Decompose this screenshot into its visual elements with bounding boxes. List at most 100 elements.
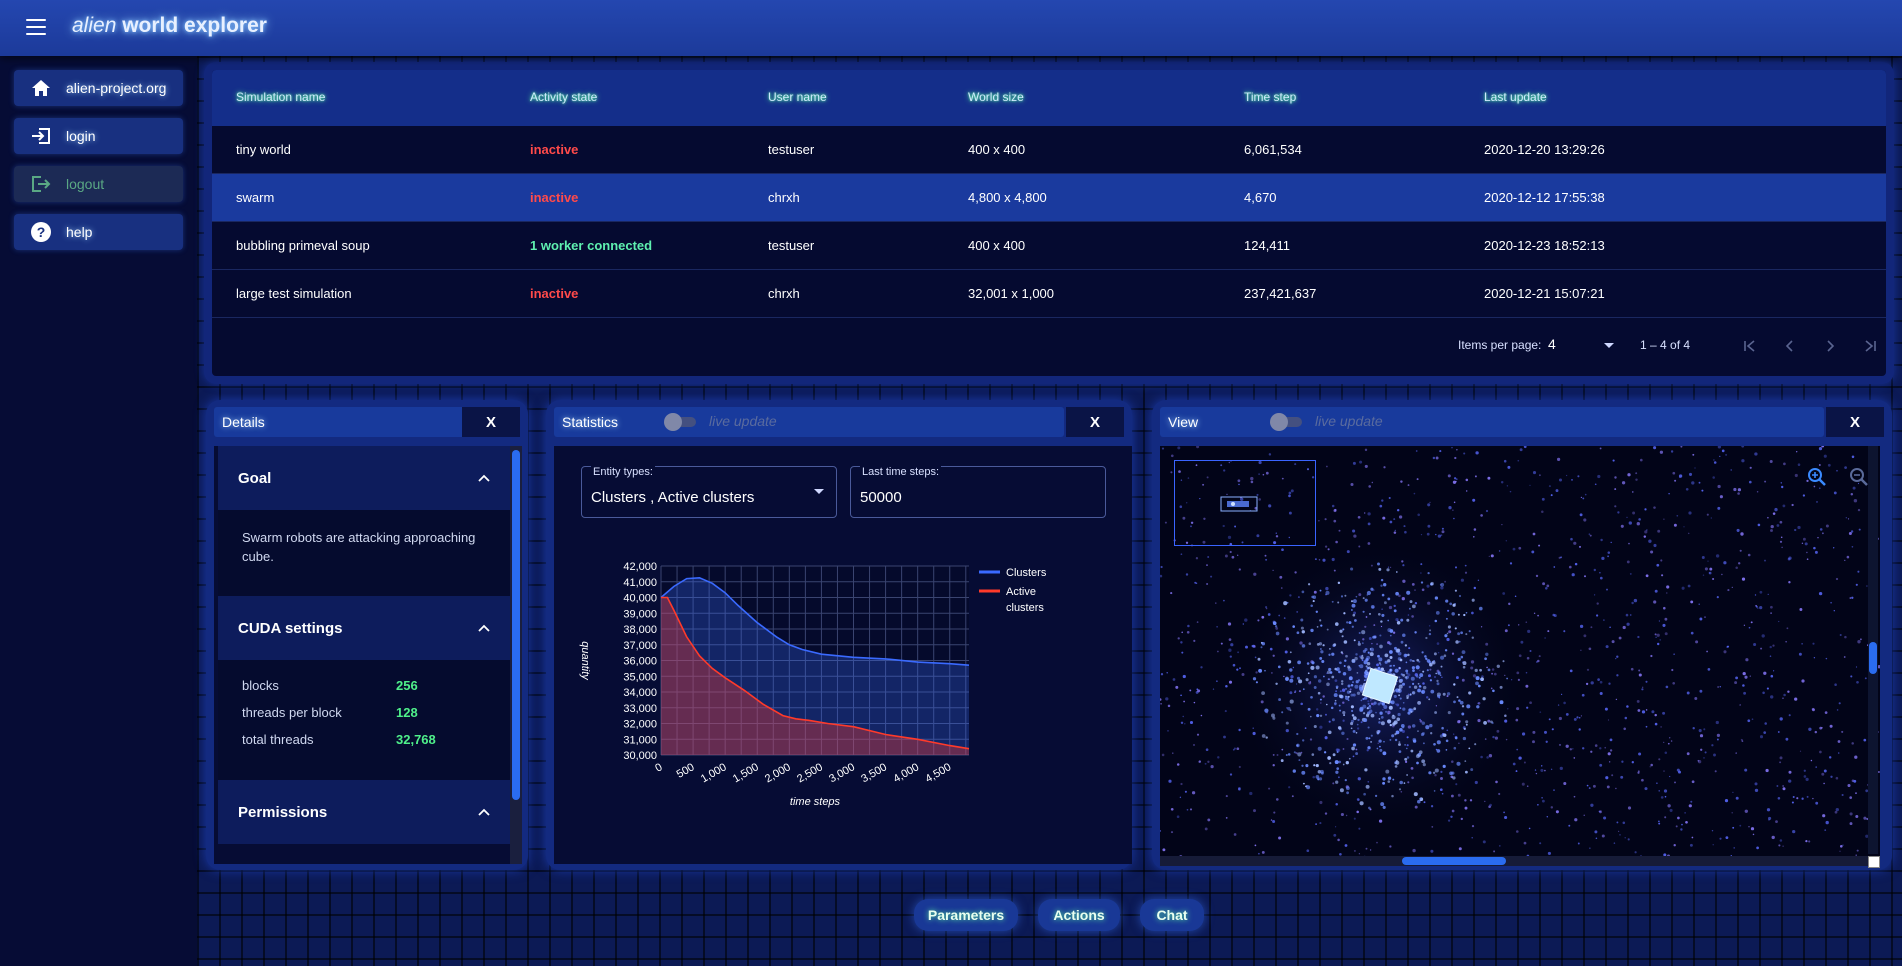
cuda-section-header[interactable]: CUDA settings bbox=[218, 596, 510, 660]
sidebar-item-login[interactable]: login bbox=[14, 118, 183, 154]
view-live-update-label: live update bbox=[1315, 413, 1383, 429]
home-icon bbox=[30, 77, 52, 99]
y-tick-label: 34,000 bbox=[623, 687, 657, 699]
view-live-update-toggle[interactable] bbox=[1270, 413, 1304, 431]
items-per-page-value: 4 bbox=[1548, 336, 1556, 352]
sidebar-item-label: logout bbox=[66, 176, 105, 192]
zoom-out-icon bbox=[1850, 468, 1868, 486]
view-horizontal-scrollbar[interactable] bbox=[1160, 856, 1868, 866]
y-tick-label: 41,000 bbox=[623, 577, 657, 589]
cell-name: large test simulation bbox=[236, 286, 352, 301]
column-header-user[interactable]: User name bbox=[768, 90, 827, 104]
details-title: Details bbox=[222, 414, 265, 430]
table-row[interactable]: bubbling primeval soup 1 worker connecte… bbox=[212, 222, 1886, 270]
column-header-state[interactable]: Activity state bbox=[530, 90, 598, 104]
minimap-preview bbox=[1220, 496, 1258, 512]
column-header-name[interactable]: Simulation name bbox=[236, 90, 326, 104]
view-horizontal-scrollbar-thumb[interactable] bbox=[1402, 857, 1506, 865]
column-header-size[interactable]: World size bbox=[968, 90, 1024, 104]
sidebar-item-label: alien-project.org bbox=[66, 80, 167, 96]
cell-step: 237,421,637 bbox=[1244, 286, 1317, 301]
entity-types-select[interactable]: Entity types: Clusters , Active clusters bbox=[581, 466, 837, 518]
minimap[interactable] bbox=[1174, 460, 1316, 546]
details-close-button[interactable]: X bbox=[462, 407, 520, 437]
legend-label: Active clusters bbox=[1006, 586, 1044, 614]
x-tick-label: 2,500 bbox=[795, 761, 825, 785]
next-page-button[interactable] bbox=[1818, 334, 1842, 358]
parameters-button[interactable]: Parameters bbox=[914, 899, 1018, 931]
y-tick-label: 33,000 bbox=[623, 703, 657, 715]
cell-size: 32,001 x 1,000 bbox=[968, 286, 1055, 301]
chevron-right-icon bbox=[1827, 340, 1835, 352]
table-row[interactable]: swarm inactive chrxh 4,800 x 4,800 4,670… bbox=[212, 174, 1886, 222]
statistics-live-update-toggle[interactable] bbox=[664, 413, 698, 431]
goal-section-header[interactable]: Goal bbox=[218, 446, 510, 510]
legend-label: Clusters bbox=[1006, 567, 1047, 579]
x-tick-label: 500 bbox=[675, 761, 697, 781]
cell-updated: 2020-12-23 18:52:13 bbox=[1484, 238, 1605, 253]
cuda-label-blocks: blocks bbox=[242, 678, 279, 693]
last-time-steps-input[interactable]: Last time steps: 50000 bbox=[850, 466, 1106, 518]
first-page-icon bbox=[1744, 340, 1755, 352]
first-page-button[interactable] bbox=[1738, 334, 1762, 358]
chevron-down-icon bbox=[1604, 343, 1614, 348]
menu-icon[interactable] bbox=[26, 19, 46, 35]
help-icon: ? bbox=[30, 221, 52, 243]
cell-name: tiny world bbox=[236, 142, 291, 157]
items-per-page-label: Items per page: bbox=[1458, 338, 1542, 352]
statistics-chart: 30,000 31,000 32,000 33,000 34,000 35,000 36,0… bbox=[579, 561, 1047, 808]
cell-updated: 2020-12-20 13:29:26 bbox=[1484, 142, 1605, 157]
app-header: alien world explorer bbox=[0, 0, 1902, 56]
sidebar-item-label: help bbox=[66, 224, 93, 240]
chevron-left-icon bbox=[1785, 340, 1793, 352]
previous-page-button[interactable] bbox=[1778, 334, 1802, 358]
chevron-down-icon bbox=[814, 489, 824, 494]
y-tick-label: 39,000 bbox=[623, 608, 657, 620]
x-tick-label: 2,000 bbox=[763, 761, 793, 785]
view-panel-header: View bbox=[1160, 407, 1824, 437]
x-tick-label: 3,500 bbox=[859, 761, 889, 785]
details-scrollbar-thumb[interactable] bbox=[512, 450, 520, 800]
table-row[interactable]: tiny world inactive testuser 400 x 400 6… bbox=[212, 126, 1886, 174]
permissions-section-header[interactable]: Permissions bbox=[218, 780, 510, 844]
logout-icon bbox=[30, 173, 52, 195]
sidebar-item-help[interactable]: ? help bbox=[14, 214, 183, 250]
column-header-step[interactable]: Time step bbox=[1244, 90, 1297, 104]
cell-state: 1 worker connected bbox=[530, 238, 653, 253]
x-tick-label: 1,000 bbox=[699, 761, 729, 785]
zoom-in-icon bbox=[1808, 468, 1826, 486]
x-axis-title: time steps bbox=[790, 796, 841, 808]
view-close-button[interactable]: X bbox=[1826, 407, 1884, 437]
cell-state: inactive bbox=[530, 142, 579, 157]
cuda-value-total-threads: 32,768 bbox=[396, 732, 436, 747]
table-row[interactable]: large test simulation inactive chrxh 32,… bbox=[212, 270, 1886, 318]
chevron-up-icon bbox=[478, 808, 490, 816]
items-per-page-select[interactable]: 4 bbox=[1548, 334, 1638, 358]
view-vertical-scrollbar[interactable] bbox=[1868, 446, 1878, 854]
cell-name: bubbling primeval soup bbox=[236, 238, 370, 253]
cuda-section-body: blocks 256 threads per block 128 total t… bbox=[218, 660, 510, 780]
details-scrollbar[interactable] bbox=[510, 446, 522, 864]
cuda-value-threads-per-block: 128 bbox=[396, 705, 418, 720]
simulation-canvas[interactable] bbox=[1160, 446, 1880, 864]
statistics-close-button[interactable]: X bbox=[1066, 407, 1124, 437]
view-vertical-scrollbar-thumb[interactable] bbox=[1869, 642, 1877, 674]
sidebar-item-home[interactable]: alien-project.org bbox=[14, 70, 183, 106]
entity-types-value: Clusters , Active clusters bbox=[591, 489, 755, 506]
actions-button[interactable]: Actions bbox=[1038, 899, 1120, 931]
zoom-out-button[interactable] bbox=[1848, 466, 1870, 488]
column-header-updated[interactable]: Last update bbox=[1484, 90, 1547, 104]
chat-button[interactable]: Chat bbox=[1140, 899, 1204, 931]
cell-size: 4,800 x 4,800 bbox=[968, 190, 1047, 205]
sidebar: alien-project.org login logout ? help bbox=[0, 56, 197, 966]
simulation-view[interactable] bbox=[1160, 446, 1880, 864]
last-page-button[interactable] bbox=[1858, 334, 1882, 358]
zoom-in-button[interactable] bbox=[1806, 466, 1828, 488]
cell-name: swarm bbox=[236, 190, 275, 205]
series-area-0 bbox=[661, 577, 969, 755]
cube-object bbox=[1361, 667, 1399, 705]
cell-step: 6,061,534 bbox=[1244, 142, 1302, 157]
sidebar-item-logout[interactable]: logout bbox=[14, 166, 183, 202]
series-area-1 bbox=[661, 597, 969, 755]
last-time-steps-value: 50000 bbox=[860, 489, 902, 506]
